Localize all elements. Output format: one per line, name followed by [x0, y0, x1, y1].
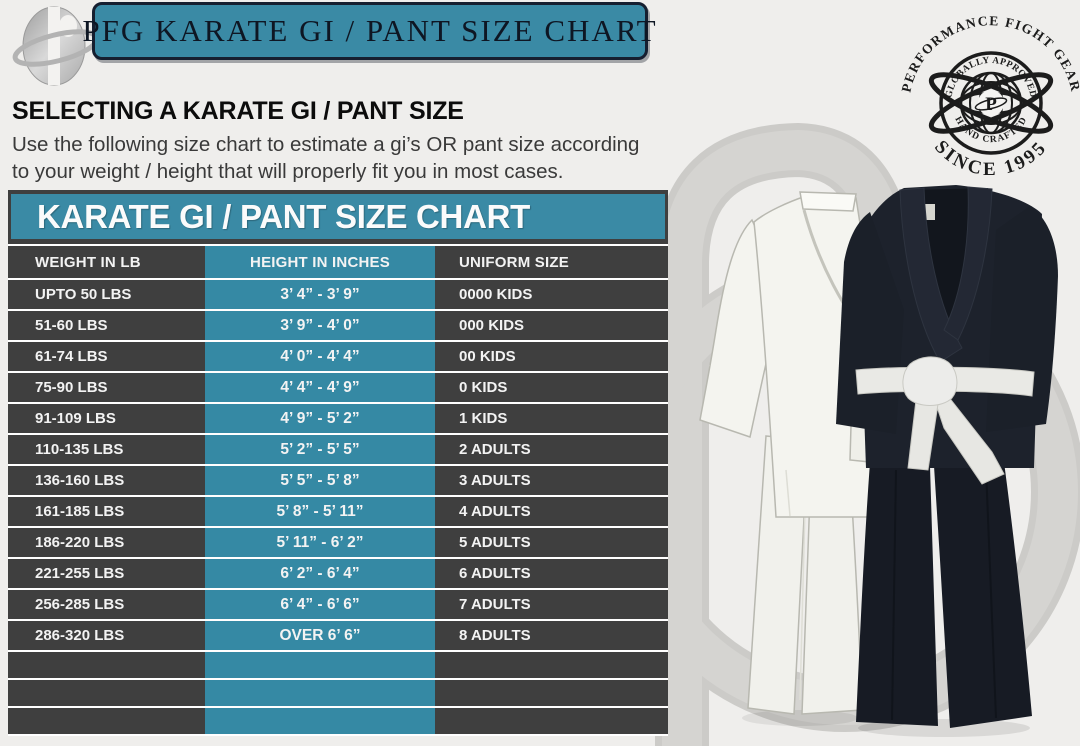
size-cell: 0 KIDS: [435, 373, 668, 402]
white-belt: [855, 356, 1035, 485]
pfg-stamp: P PERFORMANCE FIGHT GEAR GLOBALLY APPROV…: [898, 13, 1080, 180]
weight-cell: 75-90 LBS: [8, 373, 205, 402]
table-empty-row: [8, 708, 668, 734]
column-header-height: HEIGHT IN INCHES: [205, 246, 435, 278]
table-row: 221-255 LBS 6’ 2” - 6’ 4” 6 ADULTS: [8, 559, 668, 588]
height-cell: 4’ 4” - 4’ 9”: [205, 373, 435, 402]
height-cell: 3’ 4” - 3’ 9”: [205, 280, 435, 309]
table-empty-row: [8, 680, 668, 706]
weight-cell: 51-60 LBS: [8, 311, 205, 340]
title-banner: PFG KARATE GI / PANT SIZE CHART: [82, 2, 656, 60]
intro-line-2: to your weight / height that will proper…: [12, 160, 564, 183]
table-row: 256-285 LBS 6’ 4” - 6’ 6” 7 ADULTS: [8, 590, 668, 619]
weight-cell: 136-160 LBS: [8, 466, 205, 495]
table-row: 51-60 LBS 3’ 9” - 4’ 0” 000 KIDS: [8, 311, 668, 340]
intro-section: SELECTING A KARATE GI / PANT SIZE Use th…: [12, 96, 652, 185]
weight-cell: 256-285 LBS: [8, 590, 205, 619]
size-chart-table: KARATE GI / PANT SIZE CHART WEIGHT IN LB…: [8, 190, 668, 736]
table-row: UPTO 50 LBS 3’ 4” - 3’ 9” 0000 KIDS: [8, 280, 668, 309]
weight-cell: 186-220 LBS: [8, 528, 205, 557]
size-cell: 8 ADULTS: [435, 621, 668, 650]
column-header-uniform-size: UNIFORM SIZE: [435, 246, 668, 278]
weight-cell: 221-255 LBS: [8, 559, 205, 588]
table-row: 75-90 LBS 4’ 4” - 4’ 9” 0 KIDS: [8, 373, 668, 402]
weight-cell: 91-109 LBS: [8, 404, 205, 433]
table-row: 186-220 LBS 5’ 11” - 6’ 2” 5 ADULTS: [8, 528, 668, 557]
size-cell: 000 KIDS: [435, 311, 668, 340]
height-cell: 5’ 8” - 5’ 11”: [205, 497, 435, 526]
weight-cell: 110-135 LBS: [8, 435, 205, 464]
table-title: KARATE GI / PANT SIZE CHART: [11, 194, 665, 239]
size-cell: 1 KIDS: [435, 404, 668, 433]
table-row: 286-320 LBS OVER 6’ 6” 8 ADULTS: [8, 621, 668, 650]
size-cell: 00 KIDS: [435, 342, 668, 371]
weight-cell: 161-185 LBS: [8, 497, 205, 526]
height-cell: OVER 6’ 6”: [205, 621, 435, 650]
table-row: 136-160 LBS 5’ 5” - 5’ 8” 3 ADULTS: [8, 466, 668, 495]
table-row: 110-135 LBS 5’ 2” - 5’ 5” 2 ADULTS: [8, 435, 668, 464]
height-cell: 5’ 2” - 5’ 5”: [205, 435, 435, 464]
size-cell: 4 ADULTS: [435, 497, 668, 526]
weight-cell: 286-320 LBS: [8, 621, 205, 650]
height-cell: 4’ 0” - 4’ 4”: [205, 342, 435, 371]
size-cell: 5 ADULTS: [435, 528, 668, 557]
height-cell: 6’ 2” - 6’ 4”: [205, 559, 435, 588]
page-title: SELECTING A KARATE GI / PANT SIZE: [12, 97, 464, 125]
table-row: 61-74 LBS 4’ 0” - 4’ 4” 00 KIDS: [8, 342, 668, 371]
intro-line-1: Use the following size chart to estimate…: [12, 133, 640, 156]
size-cell: 6 ADULTS: [435, 559, 668, 588]
height-cell: 5’ 11” - 6’ 2”: [205, 528, 435, 557]
table-row: 91-109 LBS 4’ 9” - 5’ 2” 1 KIDS: [8, 404, 668, 433]
height-cell: 5’ 5” - 5’ 8”: [205, 466, 435, 495]
height-cell: 6’ 4” - 6’ 6”: [205, 590, 435, 619]
weight-cell: 61-74 LBS: [8, 342, 205, 371]
column-header-weight: WEIGHT IN LB: [8, 246, 205, 278]
table-empty-row: [8, 652, 668, 678]
size-cell: 7 ADULTS: [435, 590, 668, 619]
size-cell: 3 ADULTS: [435, 466, 668, 495]
table-row: 161-185 LBS 5’ 8” - 5’ 11” 4 ADULTS: [8, 497, 668, 526]
weight-cell: UPTO 50 LBS: [8, 280, 205, 309]
table-title-band: KARATE GI / PANT SIZE CHART: [8, 190, 668, 244]
size-cell: 0000 KIDS: [435, 280, 668, 309]
banner-title: PFG KARATE GI / PANT SIZE CHART: [82, 13, 658, 48]
size-cell: 2 ADULTS: [435, 435, 668, 464]
black-karate-gi: [836, 185, 1058, 737]
stamp-monogram: P: [985, 94, 997, 115]
height-cell: 3’ 9” - 4’ 0”: [205, 311, 435, 340]
table-header-row: WEIGHT IN LB HEIGHT IN INCHES UNIFORM SI…: [8, 246, 668, 278]
height-cell: 4’ 9” - 5’ 2”: [205, 404, 435, 433]
